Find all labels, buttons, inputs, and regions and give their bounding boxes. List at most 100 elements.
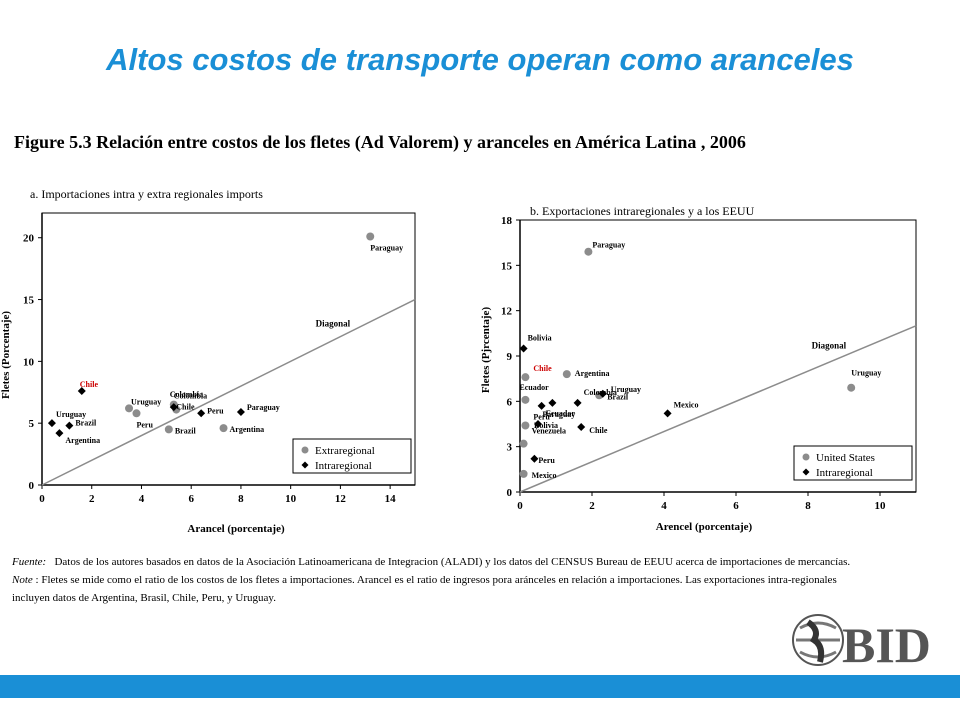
data-point-diamond (598, 389, 607, 398)
x-tick-label: 8 (238, 493, 244, 505)
point-label: Brazil (175, 426, 197, 435)
x-tick-label: 6 (733, 500, 739, 512)
panel-b-ylabel: Fletes (Pjrcentaje) (480, 307, 492, 394)
point-label: Chile (589, 426, 608, 435)
panel-b-title: b. Exportaciones intraregionales y a los… (530, 204, 755, 218)
point-label: Argentina (575, 369, 610, 378)
data-point-circle (519, 469, 528, 478)
data-point-diamond (573, 398, 582, 407)
point-label: Venezuela (532, 427, 566, 436)
panel-b-plot: 0 2 4 6 8 10 0 3 6 9 12 15 18 Diagonal Paraguay Chile Ar… (501, 215, 917, 512)
data-point-circle (562, 370, 571, 379)
point-label: Bolivia (534, 421, 558, 430)
legend-marker (301, 461, 309, 469)
point-label: Peru (136, 420, 153, 429)
y-tick-label: 0 (29, 480, 35, 492)
point-label: Paraguay (247, 403, 280, 412)
x-tick-label: 6 (188, 493, 194, 505)
data-point-diamond (55, 429, 64, 438)
note-line-2: incluyen datos de Argentina, Brasil, Chi… (12, 589, 952, 607)
note-text: : Fletes se mide como el ratio de los co… (35, 574, 837, 586)
point-label: Uruguay (851, 369, 881, 378)
x-tick-label: 14 (385, 493, 397, 505)
point-label: Brazil (607, 392, 629, 401)
point-label: Colombia (584, 388, 617, 397)
data-point-circle (847, 383, 856, 392)
globe-icon (792, 614, 844, 666)
data-point-diamond (548, 398, 557, 407)
source-note: Fuente: Datos de los autores basados en … (12, 553, 952, 607)
x-tick-label: 2 (589, 500, 595, 512)
panel-b-xlabel: Arencel (porcentaje) (656, 521, 753, 533)
data-point-diamond (77, 387, 86, 396)
legend-label: Intraregional (315, 460, 372, 472)
diagonal-line (41, 298, 416, 486)
data-point-circle (164, 425, 173, 434)
diagonal-label: Diagonal (316, 318, 351, 328)
diagonal-label: Diagonal (812, 340, 847, 350)
data-point-diamond (65, 421, 74, 430)
x-tick-label: 4 (139, 493, 145, 505)
x-tick-label: 4 (661, 500, 667, 512)
x-tick-label: 10 (875, 500, 887, 512)
legend-box (292, 438, 412, 474)
y-tick-label: 0 (507, 487, 513, 499)
point-label: Argentina (230, 425, 265, 434)
y-tick-label: 3 (507, 442, 513, 454)
figure-title: Figure 5.3 Relación entre costos de los … (14, 132, 746, 152)
legend-label: Intraregional (816, 467, 873, 479)
y-tick-label: 6 (507, 396, 513, 408)
point-label: Ecuador (519, 383, 549, 392)
point-label: Uruguay (611, 385, 641, 394)
point-label: Paraguay (592, 241, 625, 250)
legend-box (793, 445, 913, 481)
y-tick-label: 9 (507, 351, 513, 363)
y-tick-label: 15 (23, 295, 35, 307)
note-label: Note (12, 574, 33, 586)
point-label: Chile (176, 403, 195, 412)
x-tick-label: 8 (805, 500, 811, 512)
x-tick-label: 0 (39, 493, 45, 505)
diagonal-line (519, 325, 917, 493)
point-label: Mexico (532, 471, 557, 480)
fuente-text: Datos de los autores basados en datos de… (54, 556, 851, 568)
point-label: Peru (533, 413, 550, 422)
x-tick-label: 12 (335, 493, 347, 505)
point-label: Uruguay (56, 410, 86, 419)
point-label: Argentina (65, 436, 100, 445)
data-point-circle (521, 373, 530, 382)
point-label: Chile (80, 380, 99, 389)
data-point-diamond (236, 408, 245, 417)
charts-svg: a. Importaciones intra y extra regionale… (0, 187, 917, 535)
point-label: Mexico (674, 400, 699, 409)
data-point-circle (132, 409, 141, 418)
y-tick-label: 15 (501, 260, 513, 272)
point-label: Uruguay (131, 397, 161, 406)
note-text-2: incluyen datos de Argentina, Brasil, Chi… (12, 592, 276, 604)
data-point-circle (366, 232, 375, 241)
logo-text: BID (842, 617, 931, 670)
point-label: Chile (533, 364, 552, 373)
data-point-diamond (169, 403, 178, 412)
bottom-bar (0, 675, 960, 698)
data-point-circle (519, 439, 528, 448)
y-tick-label: 12 (501, 306, 513, 318)
data-point-circle (125, 404, 134, 413)
panel-a-ylabel: Fletes (Porcentaje) (0, 311, 12, 399)
point-label: Peru (538, 456, 555, 465)
legend-label: Extraregional (315, 445, 375, 457)
point-label: Brazil (75, 419, 97, 428)
legend-marker (802, 453, 810, 461)
data-point-diamond (197, 409, 206, 418)
y-tick-label: 5 (29, 418, 35, 430)
data-point-circle (521, 421, 530, 430)
data-point-circle (521, 395, 530, 404)
data-point-diamond (537, 401, 546, 410)
point-label: Bolivia (528, 333, 552, 342)
panel-a-xlabel: Arancel (porcentaje) (187, 523, 285, 535)
data-point-diamond (530, 454, 539, 463)
point-label: Peru (207, 406, 224, 415)
y-tick-label: 18 (501, 215, 513, 227)
fuente-label: Fuente: (12, 556, 47, 568)
data-point-diamond (519, 344, 528, 353)
